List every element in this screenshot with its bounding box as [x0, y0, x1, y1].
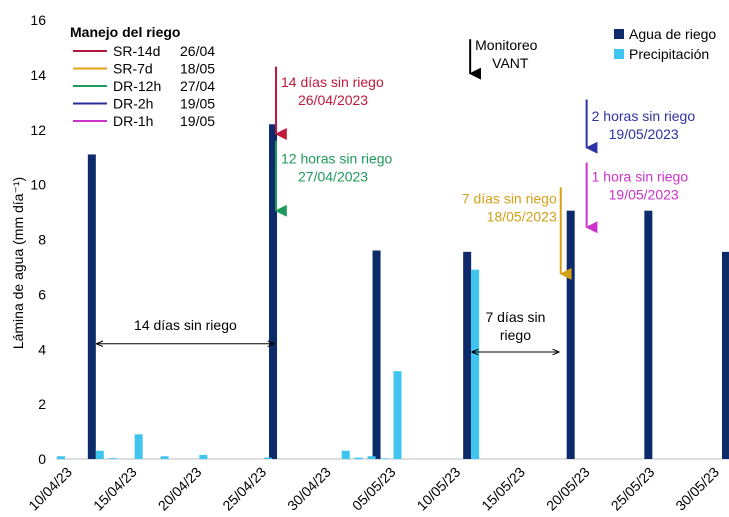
y-tick-label: 10	[30, 177, 46, 193]
precipitation-bar	[134, 434, 143, 459]
y-tick-label: 6	[38, 286, 46, 302]
precipitation-bar	[341, 450, 350, 459]
management-legend-date: 26/04	[180, 43, 215, 59]
series-legend-label: Precipitación	[629, 46, 709, 62]
span-label: 14 días sin riego	[134, 317, 237, 333]
span-label: 7 días sin	[485, 309, 545, 325]
management-legend-date: 19/05	[180, 113, 215, 129]
span-label: riego	[500, 327, 531, 343]
x-tick-label: 20/05/23	[543, 464, 593, 514]
x-tick-label: 05/05/23	[349, 464, 399, 514]
irrigation-bar	[566, 210, 575, 459]
y-tick-label: 8	[38, 232, 46, 248]
precipitation-bar	[471, 269, 480, 459]
management-legend-date: 19/05	[180, 96, 215, 112]
x-axis: 10/04/23 15/04/23 20/04/23 25/04/23 30/04/23…	[25, 458, 729, 514]
annotation-text: VANT	[492, 55, 529, 71]
annotation-text: 2 horas sin riego	[592, 108, 696, 124]
irrigation-bar	[372, 250, 381, 459]
precipitation-bar	[393, 371, 402, 459]
y-tick-label: 16	[30, 12, 46, 28]
management-legend-title: Manejo del riego	[70, 24, 180, 40]
y-tick-label: 12	[30, 122, 46, 138]
irrigation-bar	[463, 251, 472, 459]
series-legend-swatch	[614, 29, 624, 39]
management-legend-label: DR-2h	[113, 96, 153, 112]
management-legend: Manejo del riego SR-14d 26/04 SR-7d 18/05 DR…	[70, 24, 215, 129]
annotations: 14 días sin riego 26/04/2023 12 horas sin …	[274, 37, 696, 280]
x-tick-label: 10/05/23	[413, 464, 463, 514]
x-tick-label: 25/04/23	[219, 464, 269, 514]
management-legend-label: DR-1h	[113, 113, 153, 129]
precipitation-bar	[57, 456, 65, 459]
x-tick-label: 15/04/23	[90, 464, 140, 514]
series-legend-label: Agua de riego	[629, 26, 716, 42]
precipitation-bar	[95, 450, 104, 459]
precipitation-bar	[199, 454, 208, 459]
management-legend-label: SR-7d	[113, 61, 153, 77]
precipitation-bar	[354, 457, 363, 459]
annotation-text: 18/05/2023	[487, 208, 557, 224]
precipitation-bar	[160, 456, 169, 459]
annotation-text: 14 días sin riego	[281, 74, 384, 90]
annotation-text: 19/05/2023	[609, 126, 679, 142]
y-axis: 0 2 4 6 8 10 12 14 16	[30, 12, 46, 467]
annotation-text: 7 días sin riego	[462, 190, 557, 206]
y-tick-label: 2	[38, 396, 46, 412]
x-tick-label: 30/04/23	[284, 464, 334, 514]
management-legend-label: SR-14d	[113, 43, 160, 59]
x-tick-label: 25/05/23	[608, 464, 658, 514]
management-legend-date: 27/04	[180, 78, 215, 94]
series-legend-swatch	[614, 49, 624, 59]
management-legend-date: 18/05	[180, 61, 215, 77]
x-tick-label: 20/04/23	[155, 464, 205, 514]
y-tick-label: 4	[38, 341, 46, 357]
management-legend-label: DR-12h	[113, 78, 161, 94]
x-tick-label: 10/04/23	[25, 464, 75, 514]
y-axis-label: Lámina de agua (mm día⁻¹)	[10, 177, 26, 349]
annotation-text: 12 horas sin riego	[281, 151, 393, 167]
x-tick-label: 30/05/23	[672, 464, 722, 514]
y-tick-label: 14	[30, 67, 46, 83]
irrigation-bar	[269, 124, 278, 459]
annotation-text: Monitoreo	[475, 37, 537, 53]
annotation-text: 1 hora sin riego	[592, 169, 689, 185]
irrigation-bar	[722, 251, 729, 459]
precipitation-bar	[380, 458, 389, 460]
irrigation-bar	[87, 154, 96, 459]
annotation-text: 26/04/2023	[298, 92, 368, 108]
x-tick-label: 15/05/23	[478, 464, 528, 514]
annotation-text: 27/04/2023	[298, 169, 368, 185]
series-legend: Agua de riego Precipitación	[614, 26, 716, 62]
precipitation-bar	[108, 458, 117, 459]
precipitation-bar	[367, 456, 376, 459]
bars	[57, 124, 729, 460]
annotation-text: 19/05/2023	[609, 187, 679, 203]
period-spans: 14 días sin riego 7 días sin riego	[97, 309, 559, 352]
y-tick-label: 0	[38, 451, 46, 467]
precipitation-bar	[264, 457, 273, 459]
irrigation-bar	[644, 210, 653, 459]
